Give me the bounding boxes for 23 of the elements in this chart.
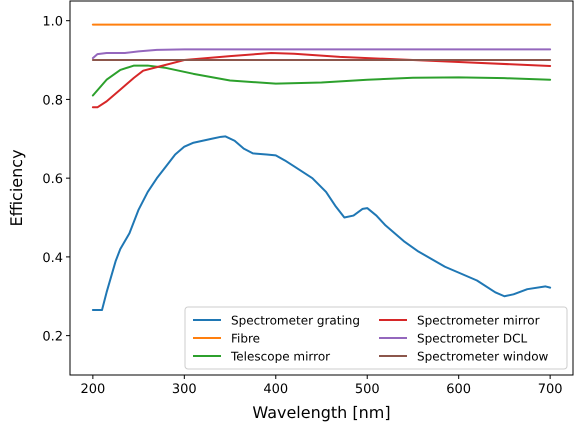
y-tick-label: 0.8 [42,93,63,108]
line-series [92,64,552,96]
y-axis-title: Efficiency [7,149,26,227]
legend-label: Spectrometer mirror [417,314,540,328]
x-axis-title: Wavelength [nm] [252,403,391,422]
legend-label: Spectrometer window [417,350,549,364]
x-tick-label: 200 [80,382,106,397]
line-series [92,135,552,312]
line-series [92,52,552,108]
line-series [92,48,552,60]
x-tick-label: 300 [172,382,197,397]
legend-label: Spectrometer grating [231,314,360,328]
legend-label: Fibre [231,332,260,346]
legend-label: Telescope mirror [230,350,330,364]
legend-label: Spectrometer DCL [417,332,528,346]
x-tick-label: 600 [446,382,472,397]
y-tick-label: 0.4 [42,250,63,266]
x-tick-label: 700 [538,382,563,397]
y-tick-label: 0.6 [42,172,63,188]
x-tick-label: 400 [263,382,288,397]
y-tick-label: 1.0 [42,14,63,30]
y-tick-label: 0.2 [42,330,63,345]
x-tick-label: 500 [354,382,380,397]
